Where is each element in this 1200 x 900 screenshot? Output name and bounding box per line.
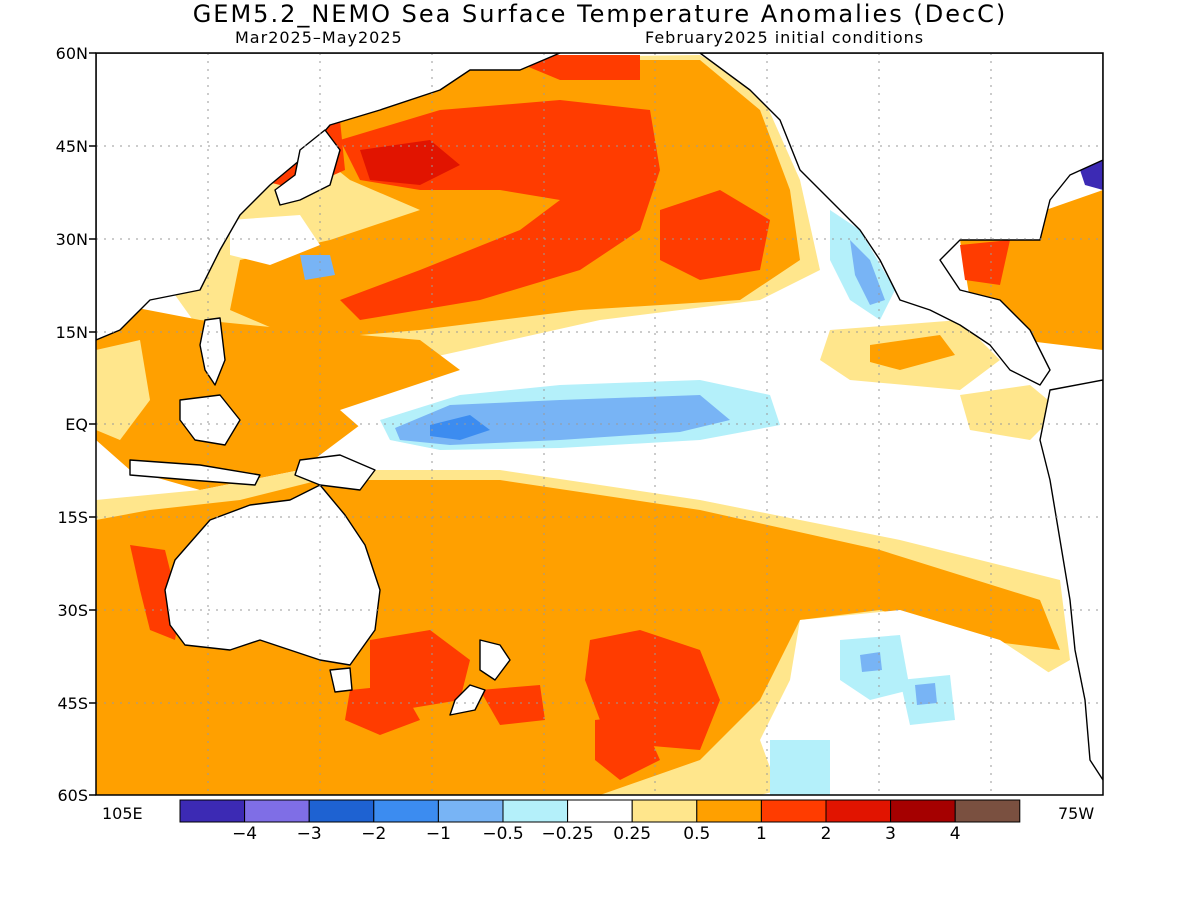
colorbar-tick-label: −2 [361, 824, 387, 844]
map-title: GEM5.2_NEMO Sea Surface Temperature Anom… [192, 0, 1008, 28]
lon-label-75w: 75W [1058, 804, 1095, 823]
lat-label-15s: 15S [57, 508, 88, 527]
colorbar-tick-label: −4 [232, 824, 258, 844]
colorbar-tick-label: 1 [755, 824, 767, 844]
lat-label-60s: 60S [57, 786, 88, 805]
colorbar-tick-label: 0.25 [613, 824, 652, 844]
lat-label-15n: 15N [55, 323, 88, 342]
initial-conditions-subtitle: February2025 initial conditions [645, 28, 925, 47]
colorbar-tick-label: 4 [949, 824, 961, 844]
lat-label-30n: 30N [55, 230, 88, 249]
colorbar-tick-label: 3 [885, 824, 897, 844]
lat-label-45s: 45S [57, 694, 88, 713]
colorbar-tick-label: −1 [425, 824, 451, 844]
lat-label-30s: 30S [57, 601, 88, 620]
period-subtitle: Mar2025–May2025 [235, 28, 403, 47]
colorbar-tick-label: −0.5 [482, 824, 524, 844]
colorbar-tick-label: 0.5 [683, 824, 711, 844]
colorbar-tick-label: −3 [296, 824, 322, 844]
lat-label-45n: 45N [55, 137, 88, 156]
lon-label-105e: 105E [102, 804, 143, 823]
colorbar-tick-label: 2 [820, 824, 832, 844]
lat-label-60n: 60N [55, 44, 88, 63]
lat-label-eq: EQ [65, 415, 88, 434]
colorbar-tick-label: −0.25 [541, 824, 594, 844]
